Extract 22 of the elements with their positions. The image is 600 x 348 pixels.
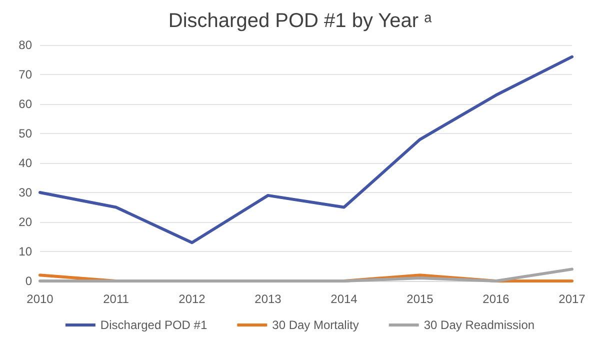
y-tick-label: 20 [18, 215, 32, 229]
legend-label: 30 Day Readmission [424, 318, 535, 332]
y-tick-label: 80 [18, 38, 32, 52]
x-tick-label: 2013 [254, 292, 282, 306]
x-tick-label: 2012 [178, 292, 206, 306]
legend-label: Discharged POD #1 [100, 318, 208, 332]
x-tick-label: 2010 [26, 292, 54, 306]
x-tick-label: 2016 [482, 292, 510, 306]
x-tick-label: 2015 [406, 292, 434, 306]
y-tick-label: 30 [18, 186, 32, 200]
x-tick-label: 2011 [103, 292, 130, 306]
x-tick-label: 2017 [558, 292, 586, 306]
x-tick-label: 2014 [330, 292, 358, 306]
y-tick-label: 70 [18, 68, 32, 82]
chart-title: Discharged POD #1 by Year ᵃ [168, 10, 432, 32]
y-tick-label: 0 [25, 274, 32, 288]
y-tick-label: 50 [18, 126, 32, 140]
line-series [38, 55, 574, 244]
y-tick-label: 10 [18, 244, 32, 258]
y-tick-label: 60 [18, 97, 32, 111]
y-tick-label: 40 [18, 156, 32, 170]
legend-label: 30 Day Mortality [272, 318, 359, 332]
